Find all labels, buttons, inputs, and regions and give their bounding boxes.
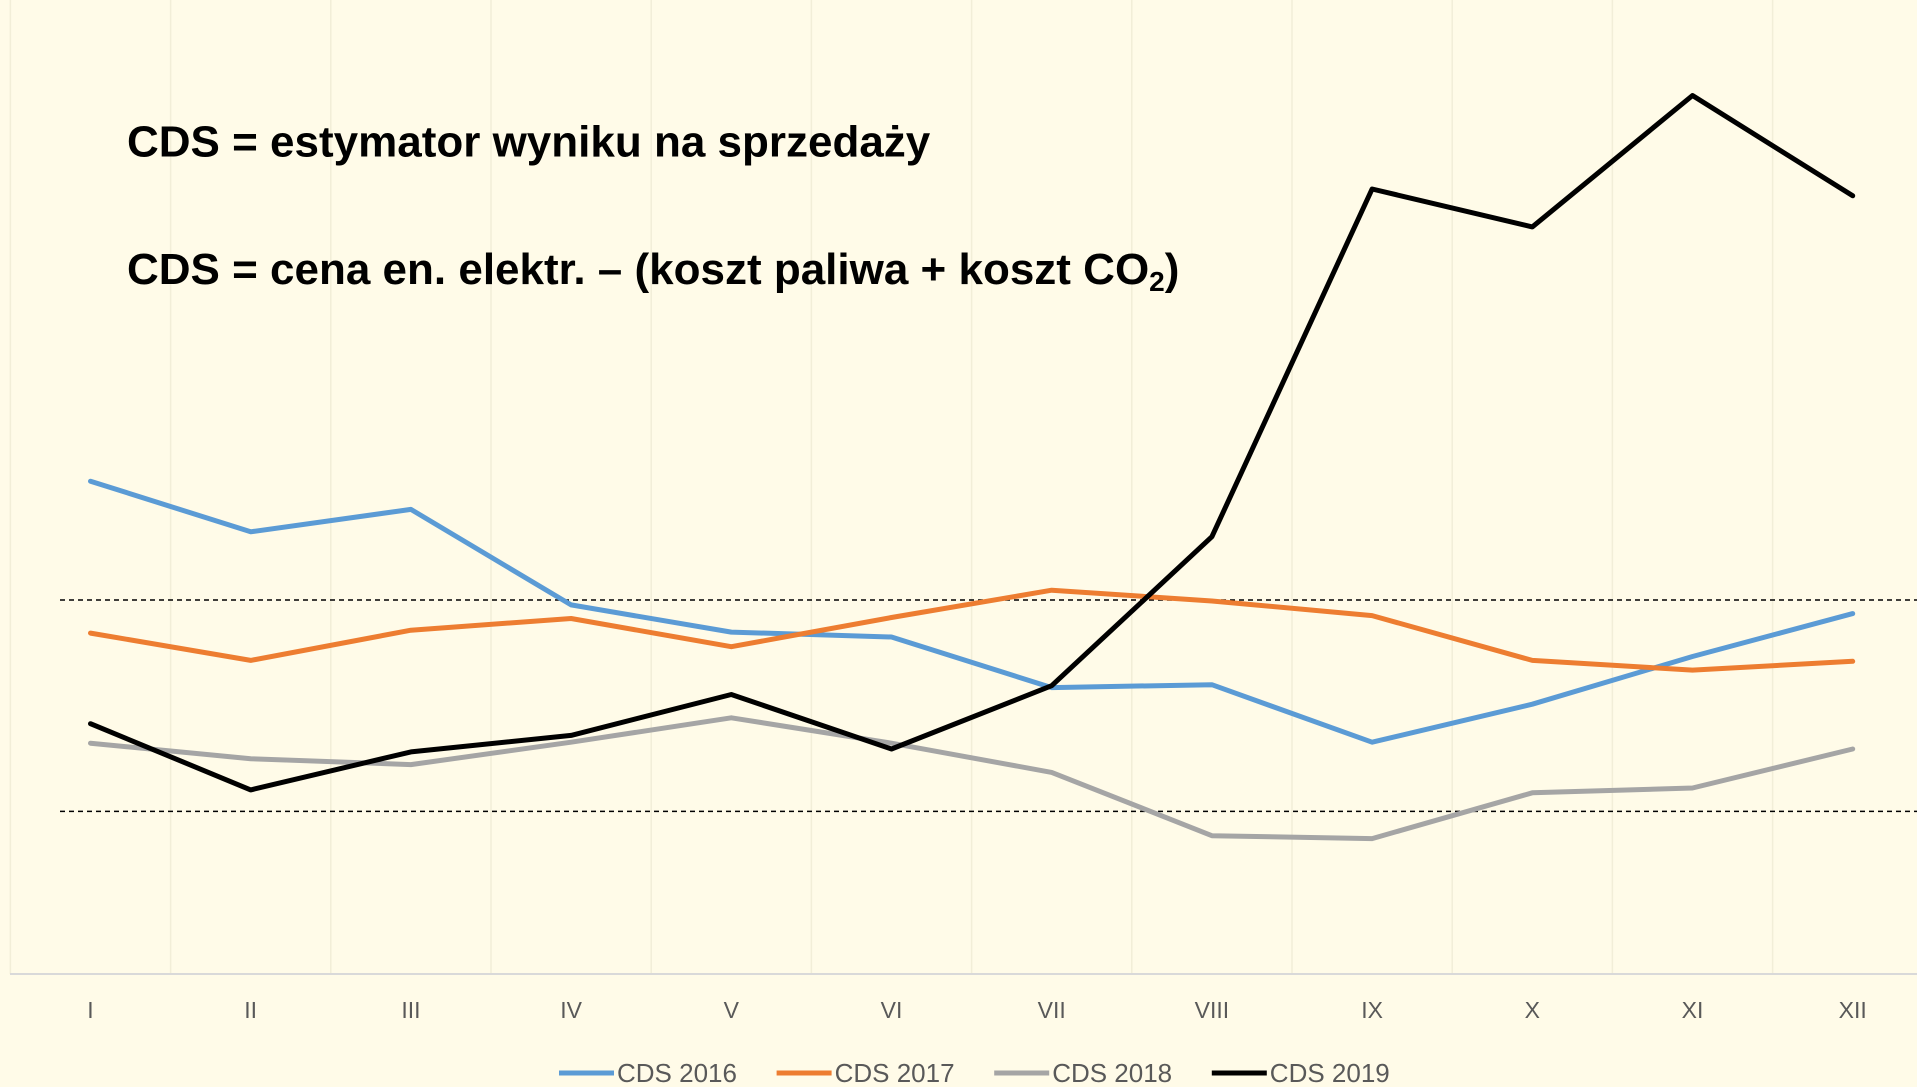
annotation: CDS = cena en. elektr. – (koszt paliwa +… (127, 245, 1179, 298)
legend-label: CDS 2018 (1052, 1058, 1172, 1087)
x-tick-label: I (87, 997, 93, 1023)
annotation-subscript: 2 (1149, 266, 1165, 297)
x-tick-label: III (401, 997, 420, 1023)
x-tick-label: VI (881, 997, 903, 1023)
legend-label: CDS 2017 (835, 1058, 955, 1087)
series-line (88, 715, 1856, 842)
x-tick-label: V (724, 997, 740, 1023)
annotation-part: CDS = cena en. elektr. – (koszt paliwa +… (127, 245, 1149, 294)
legend-label: CDS 2019 (1270, 1058, 1390, 1087)
series-line (88, 587, 1856, 673)
legend-label: CDS 2016 (617, 1058, 737, 1087)
x-tick-label: X (1525, 997, 1540, 1023)
x-tick-label: IX (1361, 997, 1383, 1023)
annotation: CDS = estymator wyniku na sprzedaży (127, 118, 931, 167)
x-tick-label: VIII (1195, 997, 1230, 1023)
annotation-part: ) (1165, 245, 1180, 294)
x-tick-label: II (244, 997, 257, 1023)
x-tick-label: XII (1839, 997, 1867, 1023)
x-tick-label: VII (1038, 997, 1066, 1023)
series-line (88, 478, 1856, 745)
x-tick-label: IV (560, 997, 582, 1023)
x-tick-label: XI (1682, 997, 1704, 1023)
series-line (88, 93, 1856, 793)
